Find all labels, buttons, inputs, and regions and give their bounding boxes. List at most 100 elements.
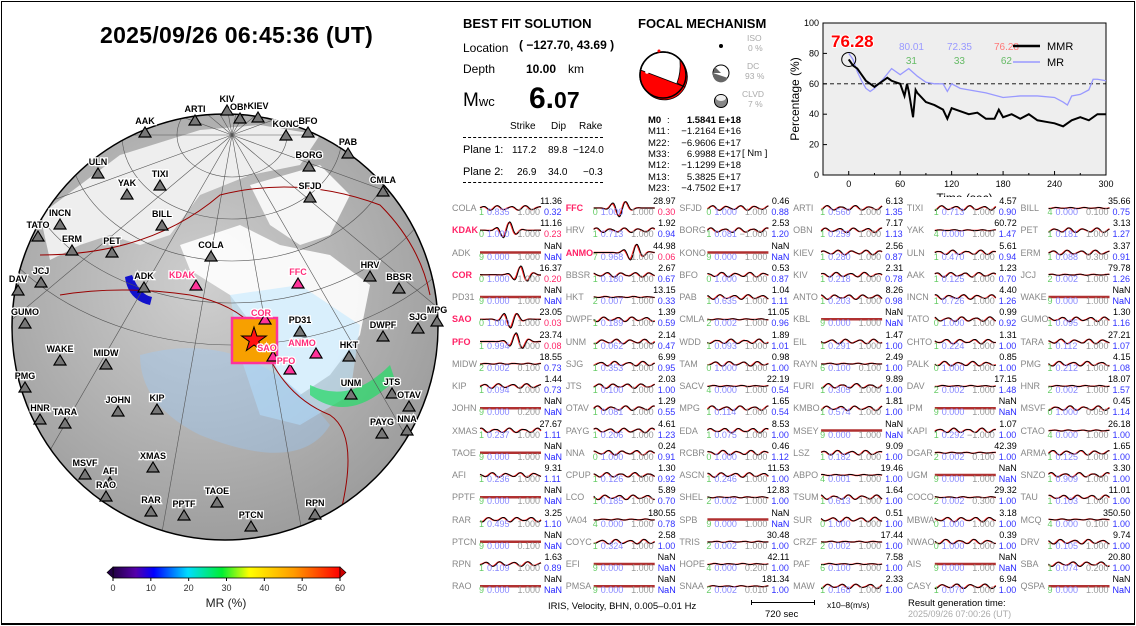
station-gumo[interactable]: GUMO — [10, 306, 40, 329]
observed-trace — [593, 243, 655, 261]
correlation: 0.713 — [941, 207, 965, 217]
station-obn[interactable]: OBN — [229, 101, 251, 124]
station-sfjd[interactable]: SFJD — [297, 180, 323, 203]
station-pd31[interactable]: PD31 — [287, 314, 313, 337]
station-erm[interactable]: ERM — [61, 233, 83, 256]
station-kono[interactable]: KONO — [271, 118, 301, 141]
station-nna[interactable]: NNA — [396, 413, 418, 436]
observed-trace — [934, 338, 996, 345]
variance-ratio: 1.48 — [998, 385, 1017, 395]
station-kdak[interactable]: KDAK — [168, 269, 204, 291]
component-count: 1 — [820, 229, 826, 240]
station-hkt[interactable]: HKT — [339, 339, 360, 362]
station-msvf[interactable]: MSVF — [71, 457, 99, 480]
station-anmo[interactable]: ANMO — [287, 337, 324, 359]
station-jts[interactable]: JTS — [382, 376, 402, 399]
station-yak[interactable]: YAK — [117, 177, 138, 200]
station-john[interactable]: JOHN — [104, 394, 132, 417]
station-xmas[interactable]: XMAS — [139, 450, 167, 473]
best-fit-heading: BEST FIT SOLUTION — [463, 16, 592, 31]
station-dwpf[interactable]: DWPF — [369, 319, 398, 342]
weight: 1.000 — [744, 407, 768, 418]
station-ptcn[interactable]: PTCN — [238, 509, 265, 532]
station-afi[interactable]: AFI — [102, 465, 119, 488]
correlation: 0.835 — [487, 207, 510, 217]
station-midw[interactable]: MIDW — [92, 347, 120, 370]
max-amplitude: 0.98 — [771, 351, 790, 362]
variance-ratio: 1.23 — [657, 429, 676, 440]
station-pab[interactable]: PAB — [338, 136, 359, 159]
station-sao[interactable]: SAO — [256, 342, 281, 362]
station-bfo[interactable]: BFO — [297, 115, 319, 138]
station-label: MCQ — [1020, 514, 1042, 525]
station-kiev[interactable]: KIEV — [246, 100, 270, 123]
station-ffc[interactable]: FFC — [288, 266, 308, 289]
max-amplitude: 3.37 — [1112, 240, 1131, 251]
observed-trace — [934, 451, 996, 454]
station-bbsr[interactable]: BBSR — [385, 271, 413, 294]
mr-annotation: 72.35 — [947, 42, 972, 53]
station-cmla[interactable]: CMLA — [369, 174, 398, 197]
station-kiv[interactable]: KIV — [218, 95, 236, 116]
variance-ratio: 1.11 — [771, 296, 789, 306]
station-uln[interactable]: ULN — [88, 156, 109, 179]
station-hnr[interactable]: HNR — [29, 402, 51, 425]
station-map-label: BORG — [296, 150, 323, 160]
station-arti[interactable]: ARTI — [183, 103, 207, 126]
station-triangle-icon — [300, 125, 316, 138]
station-tato[interactable]: TATO — [25, 219, 51, 242]
station-pmg[interactable]: PMG — [13, 370, 37, 393]
station-taoe[interactable]: TAOE — [204, 485, 230, 508]
station-rpn[interactable]: RPN — [304, 497, 326, 520]
station-unm[interactable]: UNM — [340, 377, 363, 400]
station-mpg[interactable]: MPG — [425, 304, 449, 327]
weight: 1.000 — [744, 451, 768, 462]
weight: 1.000 — [858, 540, 882, 551]
variance-ratio: 0.32 — [544, 207, 562, 217]
max-amplitude: 11.36 — [540, 196, 562, 206]
correlation: 0.000 — [714, 563, 737, 573]
station-pet[interactable]: PET — [102, 235, 122, 258]
correlation: 0.112 — [1055, 340, 1078, 351]
station-rar[interactable]: RAR — [140, 494, 162, 517]
observed-trace — [1048, 449, 1110, 456]
station-cor[interactable]: COR — [250, 307, 273, 325]
station-map-label: KONO — [273, 119, 300, 129]
max-amplitude: 1.39 — [658, 307, 676, 318]
station-dav[interactable]: DAV — [8, 273, 28, 296]
station-jcj[interactable]: JCJ — [31, 265, 51, 288]
station-label: HRV — [565, 225, 585, 236]
station-map-label: WAKE — [47, 344, 74, 354]
station-bill[interactable]: BILL — [151, 208, 174, 231]
station-wake[interactable]: WAKE — [45, 343, 75, 366]
correlation: 0.000 — [487, 251, 510, 262]
station-borg[interactable]: BORG — [294, 149, 324, 172]
station-pptf[interactable]: PPTF — [171, 498, 197, 521]
station-tara[interactable]: TARA — [52, 406, 79, 429]
station-incn[interactable]: INCN — [48, 207, 72, 230]
correlation: 1.000 — [941, 540, 965, 551]
station-otav[interactable]: OTAV — [396, 389, 422, 412]
station-kip[interactable]: KIP — [148, 392, 166, 415]
station-pfo[interactable]: PFO — [275, 355, 298, 375]
weight: 1.000 — [972, 518, 995, 529]
weight: 0.200 — [744, 563, 768, 573]
station-adk[interactable]: ADK — [133, 270, 155, 293]
station-rao[interactable]: RAO — [95, 479, 117, 502]
max-amplitude: 11.05 — [767, 307, 790, 318]
station-payg[interactable]: PAYG — [369, 416, 395, 439]
station-label: MAW — [793, 581, 815, 592]
correlation: 0.324 — [600, 540, 624, 551]
component-count: 1 — [592, 540, 598, 551]
station-cola[interactable]: COLA — [197, 239, 225, 262]
station-sjg[interactable]: SJG — [408, 311, 428, 334]
station-hrv[interactable]: HRV — [359, 259, 381, 282]
component-count: 4 — [933, 229, 939, 240]
station-aak[interactable]: AAK — [134, 115, 156, 138]
station-label: GUMO — [1020, 314, 1049, 325]
station-tixi[interactable]: TIXI — [150, 168, 170, 191]
weight: 1.000 — [972, 229, 995, 240]
variance-ratio: NaN — [771, 251, 790, 262]
correlation: 0.094 — [487, 385, 510, 395]
max-amplitude: NaN — [543, 440, 562, 451]
